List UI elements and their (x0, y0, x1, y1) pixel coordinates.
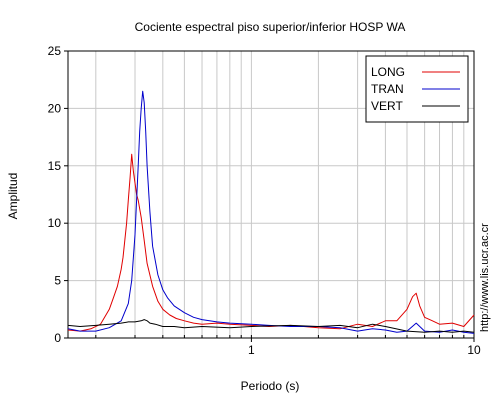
watermark-url: http://www.lis.ucr.ac.cr (479, 223, 491, 332)
y-tick-label: 5 (54, 274, 61, 288)
x-tick-label: 10 (467, 343, 481, 357)
legend-label-vert: VERT (371, 99, 403, 113)
y-tick-label: 25 (48, 44, 62, 58)
y-tick-label: 20 (48, 101, 62, 115)
y-tick-label: 0 (54, 331, 61, 345)
chart-title: Cociente espectral piso superior/inferio… (135, 20, 406, 34)
axes: 0 5 10 15 20 25 1 10 (48, 44, 481, 357)
series-lines (67, 90, 475, 334)
y-axis-label: Amplitud (6, 173, 20, 220)
y-tick-label: 15 (48, 159, 62, 173)
series-line-long (67, 153, 475, 332)
legend-label-long: LONG (371, 65, 405, 79)
x-tick-label: 1 (248, 343, 255, 357)
x-axis-label: Periodo (s) (241, 379, 300, 393)
y-tick-label: 10 (48, 216, 62, 230)
plot-frame (67, 50, 475, 339)
series-line-tran (67, 90, 475, 334)
legend: LONG TRAN VERT (365, 55, 469, 123)
legend-label-tran: TRAN (371, 82, 404, 96)
series-line-vert (67, 319, 475, 333)
